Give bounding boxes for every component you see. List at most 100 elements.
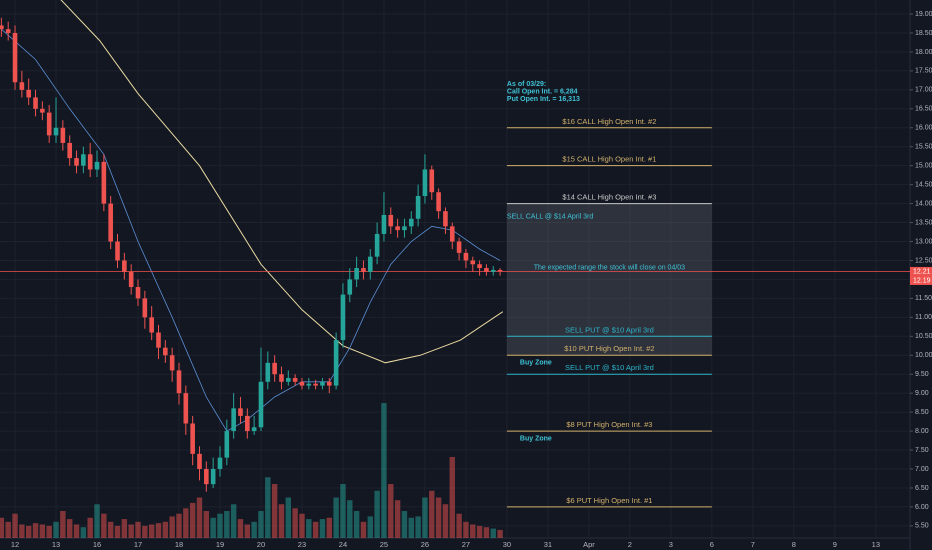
candle-body — [320, 381, 325, 386]
volume-bar — [456, 513, 462, 538]
level-label: $6 PUT High Open Int. #1 — [566, 496, 652, 505]
volume-bar — [429, 490, 435, 538]
candle-body — [5, 29, 11, 33]
volume-bar — [32, 523, 39, 538]
x-tick-label: Apr — [583, 540, 595, 549]
candle-body — [204, 468, 209, 485]
volume-bar — [374, 490, 380, 538]
volume-bar — [114, 525, 121, 538]
candle-body — [470, 260, 476, 265]
candle-body — [40, 108, 45, 113]
y-tick-label: 15.50 — [915, 144, 932, 151]
y-tick-label: 17.00 — [915, 87, 932, 94]
volume-bar — [415, 516, 421, 538]
candle-body — [251, 427, 257, 432]
candle-body — [333, 340, 339, 386]
moving-average — [60, 0, 504, 364]
y-tick-label: 15.00 — [915, 163, 932, 170]
note: As of 03/29: — [507, 81, 546, 88]
volume-bar — [265, 477, 271, 538]
candle-body — [388, 214, 394, 227]
sell-call-label: SELL CALL @ $14 April 3rd — [507, 214, 593, 221]
candle-body — [456, 241, 462, 253]
candle-body — [53, 127, 59, 136]
volume-bar — [347, 500, 353, 538]
candle-body — [299, 381, 305, 386]
candle-body — [0, 25, 4, 30]
candle-body — [415, 196, 421, 219]
volume-bar — [203, 511, 210, 538]
volume-bar — [162, 521, 169, 538]
candle-body — [497, 269, 503, 272]
candle-body — [340, 294, 346, 341]
y-tick-label: 7.50 — [915, 447, 929, 454]
candle-body — [169, 355, 175, 371]
price-tag-label: 12.21 — [913, 268, 931, 275]
candle-body — [265, 362, 271, 382]
price-tag — [910, 275, 932, 285]
x-tick-label: 30 — [503, 540, 511, 549]
level-label: SELL PUT @ $10 April 3rd — [565, 363, 654, 372]
volume-bar — [12, 513, 18, 538]
candle-body — [183, 393, 189, 424]
candle-body — [149, 317, 154, 333]
volume-bar — [292, 508, 298, 538]
candle-body — [463, 252, 469, 261]
volume-bar — [394, 500, 401, 538]
candle-body — [313, 383, 318, 386]
y-tick-label: 14.00 — [915, 200, 932, 207]
y-tick-label: 16.50 — [915, 106, 932, 113]
volume-bar — [46, 525, 52, 538]
x-tick-label: 7 — [751, 540, 755, 549]
x-tick-label: 13 — [52, 540, 60, 549]
volume-bar — [435, 497, 442, 538]
candle-body — [26, 89, 31, 98]
note: Put Open Int. = 16,313 — [507, 96, 580, 103]
y-tick-label: 16.00 — [915, 125, 932, 132]
x-tick-label: 13 — [872, 540, 880, 549]
volume-bar — [497, 529, 503, 538]
volume-bar — [230, 504, 237, 538]
volume-bar — [94, 504, 100, 538]
volume-bar — [312, 521, 319, 538]
candle-body — [101, 161, 107, 204]
candle-body — [67, 142, 72, 159]
candle-body — [422, 169, 428, 197]
candle-body — [443, 211, 448, 227]
x-tick-label: 31 — [544, 540, 552, 549]
candle-body — [176, 370, 182, 394]
volume-bar — [299, 513, 305, 538]
volume-bar — [258, 511, 264, 538]
candle-body — [224, 431, 230, 458]
price-tag — [910, 266, 932, 276]
plot: The expected range the stock will close … — [0, 0, 910, 538]
volume-bar — [319, 519, 326, 538]
x-tick-label: 9 — [833, 540, 837, 549]
candle-body — [484, 268, 489, 272]
volume-bar — [251, 521, 257, 538]
volume-bar — [449, 457, 455, 538]
candle-body — [197, 453, 202, 469]
candle-body — [217, 457, 223, 469]
volume-bar — [442, 504, 449, 538]
candle-body — [381, 214, 387, 234]
x-tick-label: 26 — [421, 540, 429, 549]
level-label: $15 CALL High Open Int. #1 — [562, 155, 656, 164]
candle-body — [33, 97, 38, 109]
volume-bar — [224, 511, 230, 538]
volume-bar — [73, 524, 80, 538]
x-tick-label: 18 — [175, 540, 183, 549]
candle-body — [210, 468, 216, 485]
level-label: SELL PUT @ $10 April 3rd — [565, 325, 654, 334]
volume-bar — [285, 497, 292, 538]
volume-bar — [176, 513, 182, 538]
volume-bar — [217, 513, 223, 538]
candle-body — [306, 383, 312, 386]
candle-body — [272, 362, 277, 375]
volume-bar — [39, 524, 46, 538]
expected-range — [506, 203, 712, 356]
buy-zone: Buy Zone — [520, 360, 552, 367]
volume-bar — [135, 521, 141, 538]
candle-body — [436, 192, 441, 212]
